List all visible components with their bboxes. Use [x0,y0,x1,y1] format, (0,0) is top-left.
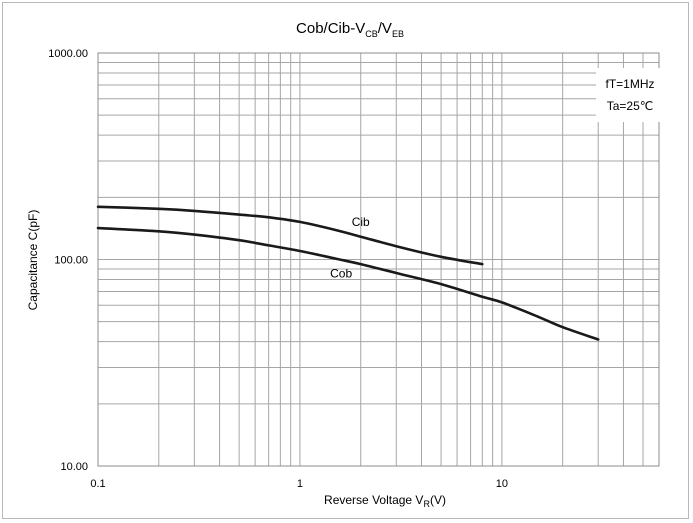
series-label-cib: Cib [352,215,370,229]
tick-labels: 0.1 1 10 10.00 100.00 1000.00 [48,48,508,490]
series-lines: Cib Cob [96,205,600,341]
x-tick-label: 0.1 [90,478,105,490]
x-tick-label: 10 [496,478,508,490]
series-line-cob [96,226,600,341]
x-axis-label-main: Reverse Voltage V [324,493,423,507]
chart-title-sep: /V [378,20,392,37]
chart-title: Cob/Cib-VCB/VEB [296,20,404,39]
x-axis-label: Reverse Voltage VR(V) [324,493,446,509]
y-axis-label: Capacitance C(pF) [26,210,40,311]
chart-frame [2,2,689,519]
y-tick-label: 1000.00 [48,48,88,60]
series-label-cob: Cob [330,266,352,280]
chart-title-main: Cob/Cib-V [296,20,365,37]
x-axis-label-sub: R [423,499,430,509]
annotation-frequency: fT=1MHz [605,77,654,91]
x-tick-label: 1 [297,478,303,490]
y-tick-label: 100.00 [54,255,88,267]
chart-title-sub1: CB [365,29,378,39]
x-axis-label-unit: (V) [430,493,446,507]
chart-title-sub2: EB [392,29,404,39]
grid-lines [98,53,659,466]
plot-area [97,52,660,467]
series-line-cib [96,205,484,266]
y-tick-label: 10.00 [60,461,88,473]
annotation-box [596,68,660,122]
annotation-temperature: Ta=25℃ [607,99,654,113]
